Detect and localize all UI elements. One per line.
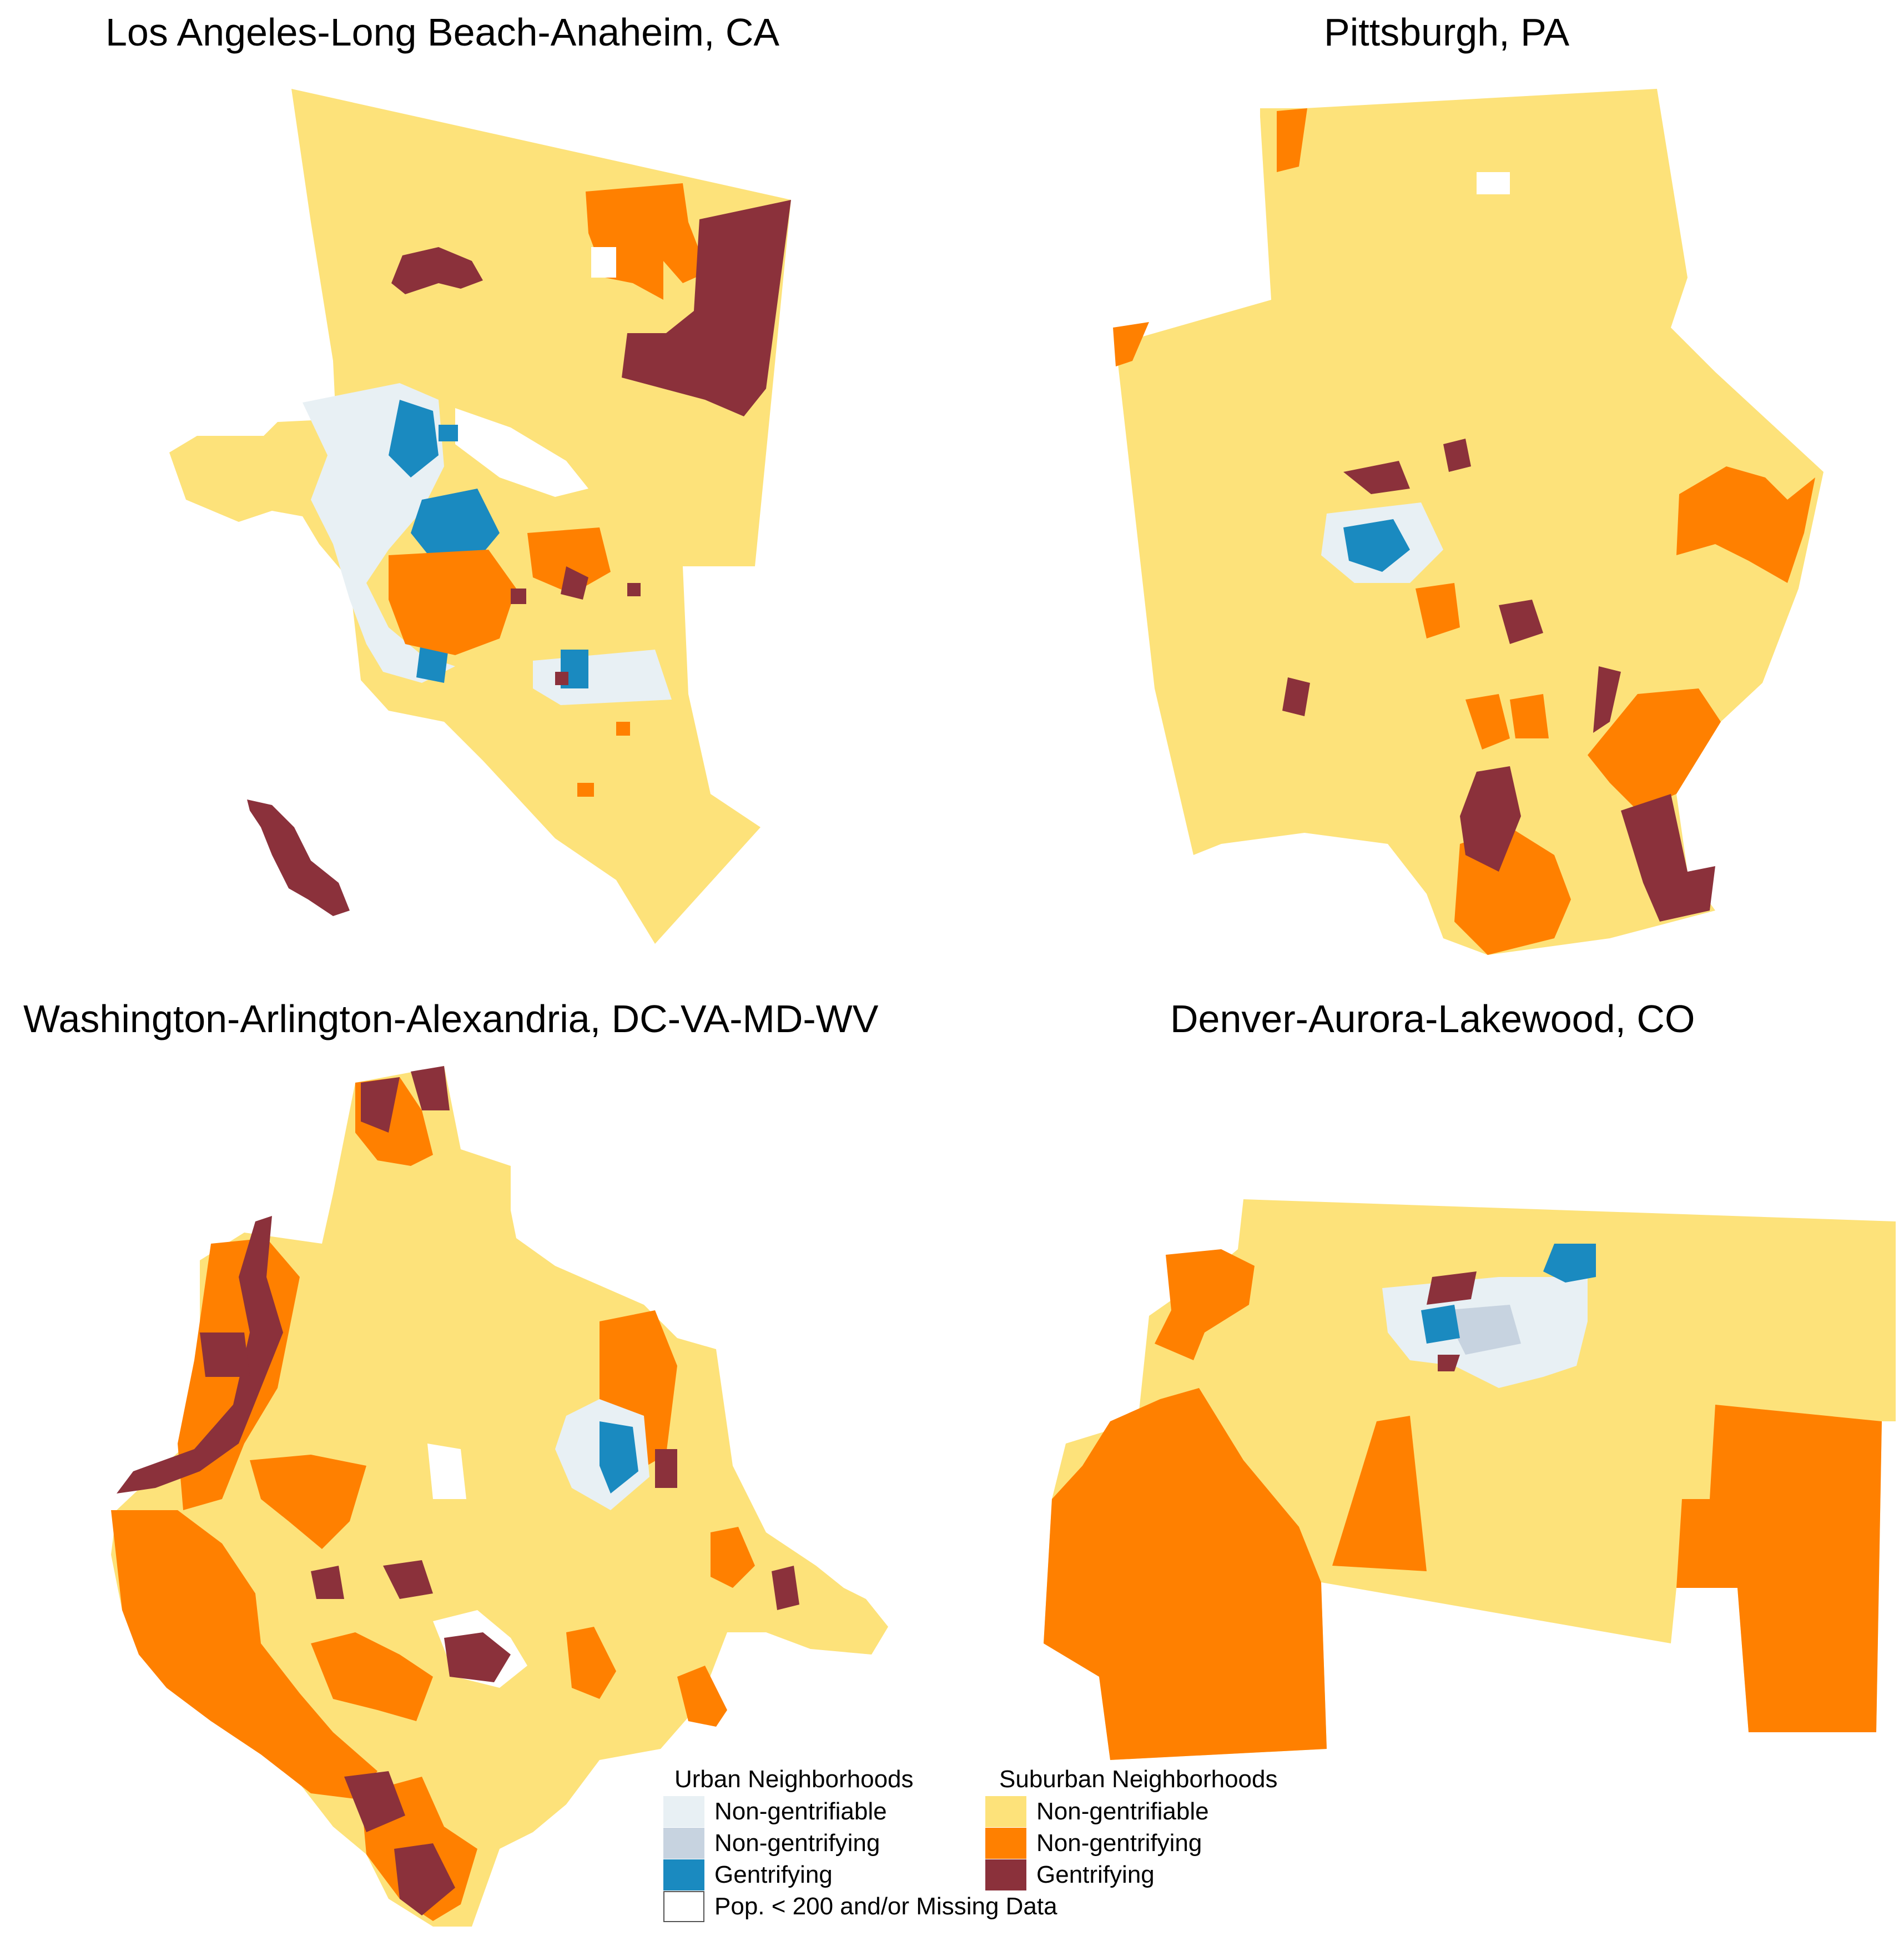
map-los-angeles xyxy=(169,89,791,944)
legend-label: Non-gentrifying xyxy=(714,1829,880,1857)
legend-label: Non-gentrifying xyxy=(1036,1829,1202,1857)
la-nongentrifying-speck-2 xyxy=(616,722,630,736)
legend-swatch xyxy=(663,1828,704,1859)
legend-swatch xyxy=(985,1796,1026,1827)
washington-gentrifying-dc xyxy=(600,1421,638,1494)
panel-title-washington: Washington-Arlington-Alexandria, DC-VA-M… xyxy=(23,997,879,1040)
denver-nongentrifying-west xyxy=(1155,1249,1255,1360)
denver-nongentrifying-sw xyxy=(1044,1388,1327,1760)
washington-gentrifying-north-1 xyxy=(361,1077,400,1133)
denver-nongentrifying-south xyxy=(1332,1416,1427,1571)
legend-swatch xyxy=(663,1859,704,1890)
washington-gentrifying-sw-block xyxy=(200,1332,250,1377)
legend-suburban-item-nongentrifiable: Non-gentrifiable xyxy=(985,1796,1209,1827)
la-pop200-north xyxy=(591,247,616,278)
washington-gentrifying-w2 xyxy=(383,1560,433,1599)
washington-nongentrifying-s2 xyxy=(311,1632,433,1721)
washington-pop200-river xyxy=(427,1444,466,1499)
la-ocean-gap xyxy=(455,408,588,497)
pittsburgh-gentrifying-south-2 xyxy=(1460,766,1521,872)
washington-gentrifying-south-2 xyxy=(394,1843,455,1915)
pittsburgh-nongentrifying-central xyxy=(1416,583,1460,638)
pittsburgh-gentrifying-core xyxy=(1343,519,1410,572)
pittsburgh-nongentrifying-s2 xyxy=(1510,694,1549,738)
map-denver xyxy=(1044,1199,1896,1760)
panel-title-pittsburgh: Pittsburgh, PA xyxy=(1324,11,1570,54)
la-nongentrifying-central xyxy=(389,550,516,655)
panel-title-denver: Denver-Aurora-Lakewood, CO xyxy=(1170,997,1695,1040)
la-nongentrifying-speck-1 xyxy=(577,783,594,797)
pittsburgh-nongentrifying-south-east xyxy=(1588,688,1721,811)
legend-swatch xyxy=(985,1859,1026,1890)
denver-nongentrifying-east xyxy=(1676,1405,1882,1732)
pittsburgh-nongentrifying-west-edge xyxy=(1113,322,1149,366)
pittsburgh-gentrifying-mid xyxy=(1499,600,1543,644)
legend-swatch xyxy=(663,1796,704,1827)
washington-gentrifying-se xyxy=(444,1632,511,1682)
legend-swatch xyxy=(985,1828,1026,1859)
pittsburgh-gentrifying-south-1 xyxy=(1621,794,1715,922)
pittsburgh-nongentrifying-north-edge xyxy=(1277,108,1307,172)
legend-suburban-heading: Suburban Neighborhoods xyxy=(999,1766,1278,1793)
pittsburgh-gentrifying-north xyxy=(1443,439,1471,472)
legend-urban-item-nongentrifiable: Non-gentrifiable xyxy=(663,1796,887,1827)
la-gentrifying-cluster-1 xyxy=(389,400,439,477)
legend-label: Non-gentrifiable xyxy=(1036,1798,1209,1825)
la-gentrifying-speck-2 xyxy=(555,672,568,685)
la-gentrifying-northeast xyxy=(622,200,791,416)
panel-title-los-angeles: Los Angeles-Long Beach-Anaheim, CA xyxy=(105,11,780,54)
la-gentrifying-block xyxy=(439,425,458,441)
denver-gentrifying-maroon-1 xyxy=(1427,1271,1477,1305)
legend-label: Gentrifying xyxy=(1036,1861,1155,1888)
pittsburgh-pop200 xyxy=(1477,172,1510,194)
washington-nongentrifying-s1 xyxy=(250,1455,366,1549)
pittsburgh-gentrifying-ne xyxy=(1343,461,1410,494)
map-washington xyxy=(111,1066,888,1927)
legend-suburban-item-gentrifying: Gentrifying xyxy=(985,1859,1155,1890)
washington-nongentrifying-se xyxy=(566,1627,616,1699)
denver-gentrifying-core xyxy=(1421,1305,1460,1344)
legend-urban-heading: Urban Neighborhoods xyxy=(674,1766,914,1793)
legend-label: Gentrifying xyxy=(714,1861,833,1888)
washington-nongentrifying-e xyxy=(711,1527,755,1588)
legend-label: Pop. < 200 and/or Missing Data xyxy=(714,1893,1057,1920)
la-catalina-island xyxy=(247,799,350,916)
washington-gentrifying-w3 xyxy=(311,1566,344,1599)
washington-gentrifying-south-1 xyxy=(344,1771,405,1832)
denver-gentrifying-maroon-2 xyxy=(1438,1355,1460,1371)
pittsburgh-gentrifying-west xyxy=(1282,677,1310,716)
washington-gentrifying-core-1 xyxy=(655,1449,677,1488)
washington-gentrifying-e xyxy=(772,1566,799,1610)
map-pittsburgh xyxy=(1113,89,1824,955)
washington-nongentrifying-se2 xyxy=(677,1666,727,1727)
la-gentrifying-speck-1 xyxy=(511,589,526,604)
pittsburgh-nongentrifying-sw xyxy=(1465,694,1510,750)
washington-gentrifying-west-strip xyxy=(117,1216,283,1494)
washington-nongentrifying-sw xyxy=(111,1510,377,1799)
la-gentrifying-north xyxy=(391,247,483,294)
denver-nongentrifying-urban xyxy=(1443,1305,1521,1355)
washington-gentrifying-north-2 xyxy=(411,1066,450,1110)
legend-swatch xyxy=(663,1891,704,1922)
legend-suburban-item-nongentrifying: Non-gentrifying xyxy=(985,1828,1202,1859)
legend-urban-item-missing: Pop. < 200 and/or Missing Data xyxy=(663,1891,1057,1922)
legend-urban-item-gentrifying: Gentrifying xyxy=(663,1859,833,1890)
legend-urban-item-nongentrifying: Non-gentrifying xyxy=(663,1828,880,1859)
pittsburgh-gentrifying-south-3 xyxy=(1593,666,1621,733)
pittsburgh-nongentrifying-east xyxy=(1676,466,1815,583)
legend-label: Non-gentrifiable xyxy=(714,1798,887,1825)
denver-gentrifying-ne xyxy=(1543,1244,1596,1283)
la-gentrifying-cluster-2 xyxy=(411,489,500,566)
la-nongentrifying-east xyxy=(527,527,611,594)
la-gentrifying-speck-3 xyxy=(627,583,641,596)
la-gentrifying-east-1 xyxy=(561,566,588,600)
